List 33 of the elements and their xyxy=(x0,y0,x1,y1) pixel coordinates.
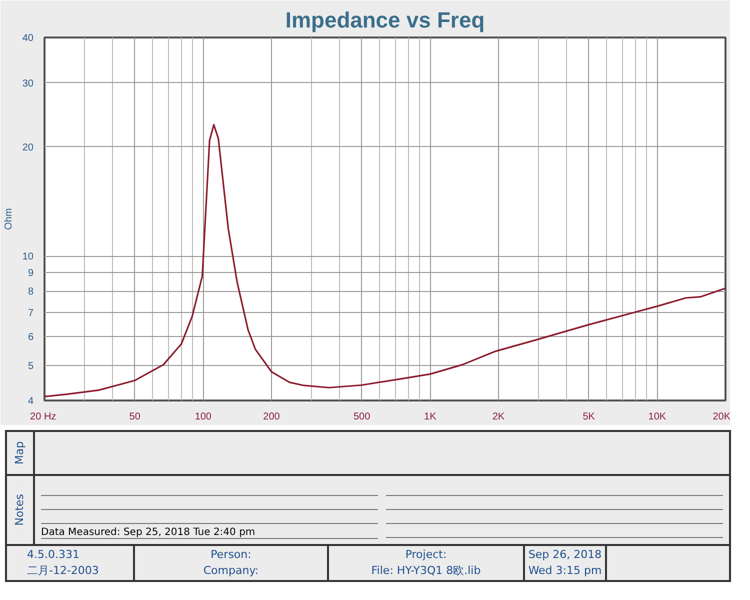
y-tick-label: 9 xyxy=(28,268,34,280)
y-tick-label: 10 xyxy=(22,252,34,263)
text: Company: xyxy=(203,563,259,579)
x-tick-label: 500 xyxy=(353,412,371,422)
x-tick-label: 100 xyxy=(194,412,212,422)
x-tick-label: 10K xyxy=(648,412,666,422)
y-tick-label: 20 xyxy=(22,142,34,154)
x-tick-label: 50 xyxy=(129,412,141,422)
text: 二月-12-2003 xyxy=(27,563,99,579)
y-tick-label: 8 xyxy=(28,286,34,298)
chart-title: Impedance vs Freq xyxy=(285,8,485,32)
text: Project: xyxy=(405,547,447,563)
y-tick-label: 6 xyxy=(28,332,34,344)
text: Person: xyxy=(210,547,252,563)
text: Notes xyxy=(12,494,28,526)
text: Wed 3:15 pm xyxy=(528,563,602,579)
text: 4.5.0.331 xyxy=(27,547,80,563)
x-tick-label: 200 xyxy=(263,412,280,422)
y-tick-label: 7 xyxy=(28,308,34,319)
text: Sep 26, 2018 xyxy=(528,547,602,563)
x-tick-label: 20K xyxy=(712,412,731,422)
y-axis-title: Ohm xyxy=(3,208,14,230)
x-tick-label: 2K xyxy=(492,412,505,422)
x-tick-label: 1K xyxy=(424,412,437,422)
y-tick-label: 40 xyxy=(22,33,34,44)
y-tick-label: 5 xyxy=(28,360,34,372)
y-tick-label: 4 xyxy=(28,396,34,407)
text: File: HY-Y3Q1 8欧.lib xyxy=(371,563,481,579)
y-tick-label: 30 xyxy=(22,78,34,90)
x-tick-label: 20 Hz xyxy=(30,412,56,422)
x-tick-label: 5K xyxy=(582,412,596,422)
text: Data Measured: Sep 25, 2018 Tue 2:40 pm xyxy=(41,526,378,539)
text: Map xyxy=(12,441,28,465)
